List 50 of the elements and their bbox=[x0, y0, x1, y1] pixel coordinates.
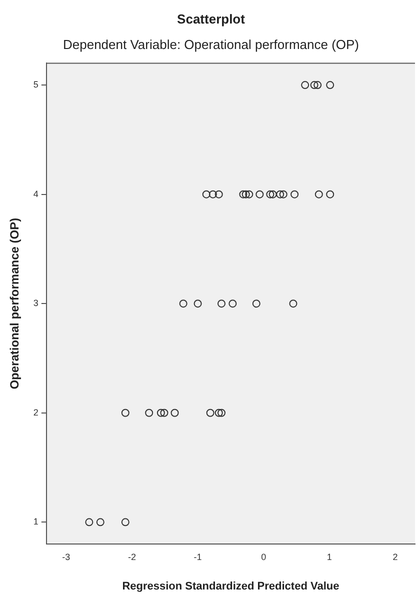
point bbox=[206, 408, 214, 417]
point bbox=[145, 408, 154, 417]
y-tick-label: 2 bbox=[33, 407, 38, 418]
point bbox=[217, 408, 226, 417]
y-tick-label: 3 bbox=[33, 298, 38, 308]
point bbox=[279, 190, 288, 198]
point bbox=[170, 408, 179, 417]
chart-title: Scatterplot bbox=[177, 11, 246, 26]
point bbox=[326, 190, 334, 198]
point bbox=[266, 190, 274, 198]
point bbox=[121, 408, 130, 417]
x-tick-label: -2 bbox=[128, 552, 136, 562]
point bbox=[252, 300, 260, 308]
x-tick-label: 1 bbox=[326, 552, 332, 562]
point bbox=[314, 81, 322, 90]
point bbox=[179, 300, 188, 308]
point bbox=[268, 190, 277, 198]
point bbox=[214, 190, 223, 198]
point bbox=[310, 81, 318, 90]
point bbox=[214, 408, 223, 417]
x-tick-label: -3 bbox=[62, 552, 70, 562]
point bbox=[301, 81, 310, 90]
y-tick-label: 4 bbox=[33, 188, 38, 199]
point bbox=[217, 300, 226, 308]
point bbox=[160, 408, 168, 417]
point bbox=[85, 518, 94, 526]
point bbox=[276, 190, 284, 198]
point bbox=[245, 190, 254, 198]
point bbox=[256, 190, 264, 198]
x-axis-title: Regression Standardized Predicted Value bbox=[122, 580, 340, 592]
point bbox=[121, 518, 130, 526]
point bbox=[242, 190, 250, 198]
point bbox=[194, 300, 202, 308]
y-axis-title: Operational performance (OP) bbox=[8, 218, 22, 390]
point bbox=[290, 190, 299, 198]
y-tick-label: 5 bbox=[33, 80, 38, 90]
y-tick-label: 1 bbox=[33, 516, 38, 527]
point bbox=[96, 518, 104, 526]
point bbox=[326, 81, 334, 90]
point bbox=[289, 300, 298, 308]
point bbox=[208, 190, 217, 198]
x-tick-label: 2 bbox=[392, 552, 398, 562]
point bbox=[228, 300, 237, 308]
x-tick-label: 0 bbox=[261, 552, 266, 562]
point bbox=[239, 190, 248, 198]
x-tick-label: -1 bbox=[194, 552, 202, 562]
chart-subtitle: Dependent Variable: Operational performance (OP) bbox=[62, 36, 360, 52]
point bbox=[314, 190, 323, 198]
point bbox=[156, 408, 165, 417]
point bbox=[202, 190, 210, 198]
